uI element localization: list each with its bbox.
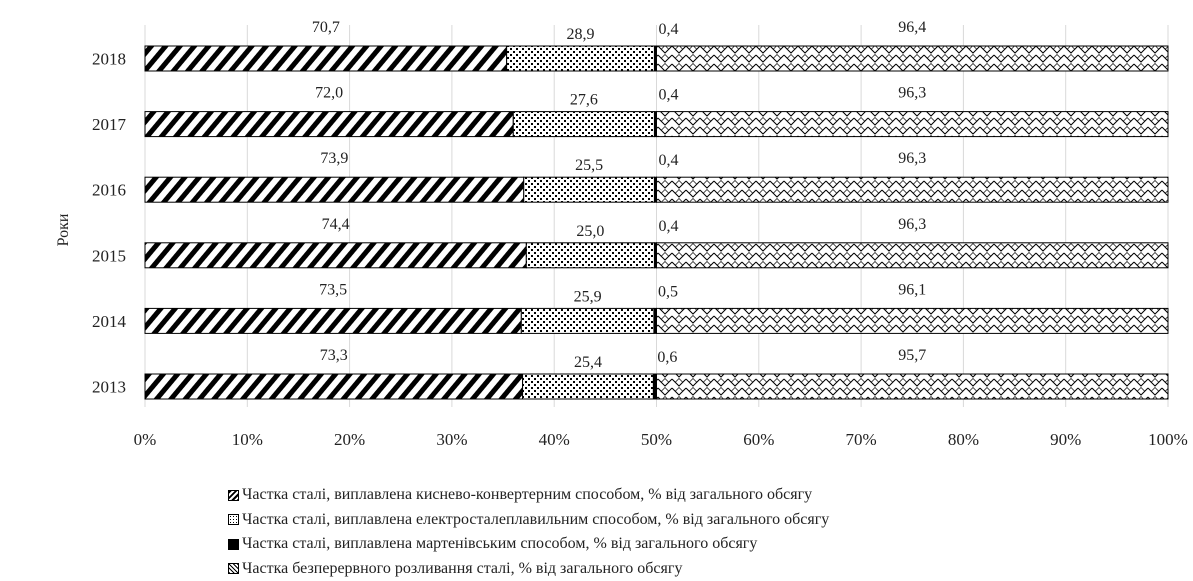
legend-item: Частка безперервного розливання сталі, %…: [228, 557, 1128, 581]
bars: [144, 45, 1169, 400]
data-label: 25,4: [574, 354, 602, 371]
x-tick-label: 40%: [539, 430, 570, 449]
legend-label: Частка сталі, виплавлена мартенівським с…: [242, 535, 758, 552]
bar-segment-4: [656, 111, 1169, 138]
bar-segment-2: [523, 176, 655, 203]
data-label: 0,5: [658, 283, 678, 300]
bar-segment-2: [522, 373, 654, 400]
x-tick-label: 90%: [1050, 430, 1081, 449]
x-tick-label: 70%: [846, 430, 877, 449]
x-tick-label: 0%: [134, 430, 157, 449]
data-label: 95,7: [898, 347, 926, 364]
x-axis: 0% 10% 20% 30% 40% 50% 60% 70% 80% 90% 100%: [134, 430, 1188, 449]
data-label: 96,3: [898, 216, 926, 233]
y-axis: 2018 2017 2016 2015 2014 2013: [92, 50, 127, 397]
legend-swatch: [228, 563, 239, 575]
x-tick-label: 60%: [743, 430, 774, 449]
y-tick-label: 2014: [92, 312, 127, 331]
bar-segment-1: [144, 373, 524, 400]
x-tick-label: 50%: [641, 430, 672, 449]
bar-segment-2: [525, 242, 655, 269]
data-label: 0,4: [658, 21, 678, 38]
y-tick-label: 2016: [92, 181, 126, 200]
data-label: 28,9: [567, 26, 595, 43]
data-label: 0,6: [657, 349, 677, 366]
data-label: 74,4: [322, 216, 350, 233]
legend-item: Частка сталі, виплавлена мартенівським с…: [228, 532, 1128, 557]
y-tick-label: 2013: [92, 378, 126, 397]
grid: [144, 25, 1169, 407]
legend: Частка сталі, виплавлена киснево-конверт…: [228, 483, 1128, 581]
data-label: 73,3: [320, 347, 348, 364]
bar-segment-4: [656, 242, 1169, 269]
legend-item: Частка сталі, виплавлена киснево-конверт…: [228, 483, 1128, 508]
bar-segment-4: [656, 176, 1169, 203]
data-label: 0,4: [658, 152, 678, 169]
bar-segment-1: [144, 307, 522, 334]
data-label: 96,3: [898, 150, 926, 167]
bar-segment-1: [144, 242, 527, 269]
data-label: 73,5: [319, 281, 347, 298]
data-labels: 70,7 28,9 0,4 96,4 72,0 27,6 0,4 96,3 73,9 25,5 0,…: [312, 19, 926, 371]
bar-segment-1: [144, 111, 514, 138]
y-tick-label: 2018: [92, 50, 126, 69]
bar-segment-2: [520, 307, 655, 334]
data-label: 0,4: [658, 218, 678, 235]
bar-segment-2: [512, 111, 655, 138]
bar-segment-4: [656, 373, 1169, 400]
legend-swatch: [228, 489, 239, 501]
x-tick-label: 100%: [1148, 430, 1188, 449]
y-axis-label: Роки: [55, 213, 72, 246]
bar-segment-4: [656, 45, 1169, 72]
bar-segment-1: [144, 45, 508, 72]
bar-segment-4: [656, 307, 1169, 334]
bar-segment-1: [144, 176, 525, 203]
x-tick-label: 20%: [334, 430, 365, 449]
legend-swatch: [228, 538, 239, 550]
legend-label: Частка безперервного розливання сталі, %…: [242, 559, 683, 577]
data-label: 25,9: [574, 288, 602, 305]
y-tick-label: 2015: [92, 246, 126, 265]
x-tick-label: 10%: [232, 430, 263, 449]
data-label: 27,6: [570, 92, 598, 109]
data-label: 96,3: [898, 85, 926, 102]
data-label: 73,9: [320, 150, 348, 167]
data-label: 25,5: [575, 157, 603, 174]
legend-label: Частка сталі, виплавлена електросталепла…: [242, 510, 830, 528]
data-label: 96,1: [898, 281, 926, 298]
x-tick-label: 80%: [948, 430, 979, 449]
x-tick-label: 30%: [436, 430, 467, 449]
legend-swatch: [228, 514, 239, 526]
data-label: 72,0: [315, 85, 343, 102]
bar-segment-2: [506, 45, 655, 72]
legend-item: Частка сталі, виплавлена електросталепла…: [228, 508, 1128, 533]
data-label: 0,4: [658, 87, 678, 104]
chart: 70,7 28,9 0,4 96,4 72,0 27,6 0,4 96,3 73,9 25,5 0,…: [55, 19, 1188, 449]
data-label: 70,7: [312, 19, 340, 36]
y-tick-label: 2017: [92, 115, 127, 134]
data-label: 96,4: [898, 19, 926, 36]
legend-label: Частка сталі, виплавлена киснево-конверт…: [242, 486, 813, 503]
data-label: 25,0: [576, 223, 604, 240]
